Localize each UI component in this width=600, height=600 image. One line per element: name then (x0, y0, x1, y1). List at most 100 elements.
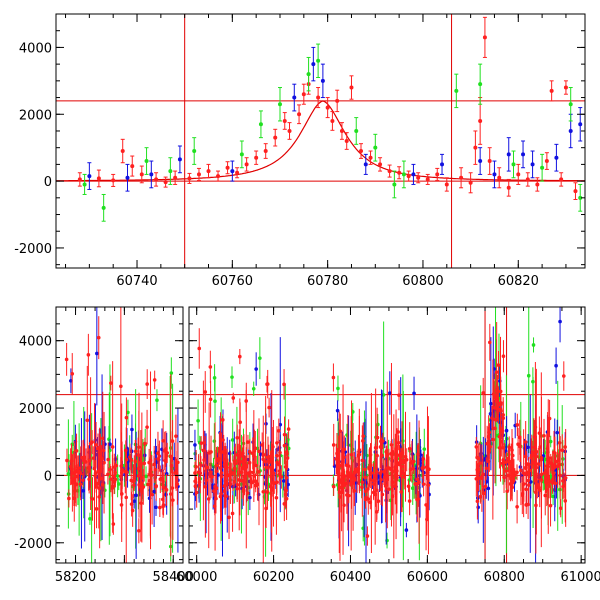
data-point (115, 474, 120, 478)
data-point (553, 481, 557, 486)
data-point (203, 390, 208, 394)
data-point (212, 504, 217, 508)
y-tick-label: 4000 (19, 335, 52, 350)
data-point (98, 455, 103, 459)
data-point (411, 172, 416, 177)
data-point (406, 174, 411, 179)
data-point (111, 178, 116, 183)
data-point (81, 478, 85, 483)
data-point (187, 176, 192, 181)
data-point (106, 457, 110, 462)
data-point (395, 469, 399, 473)
data-point (145, 425, 149, 429)
data-point (454, 88, 459, 93)
data-point (90, 440, 94, 444)
data-point (563, 85, 568, 90)
data-point (533, 461, 537, 465)
data-point (311, 62, 316, 67)
data-point (271, 481, 276, 485)
data-point (524, 487, 529, 492)
data-point (192, 149, 197, 154)
data-point (344, 463, 349, 468)
data-point (389, 442, 394, 447)
data-point (254, 367, 258, 371)
data-point (563, 445, 567, 449)
data-point (547, 456, 551, 460)
data-point (196, 418, 200, 423)
data-point (173, 471, 178, 475)
x-tick-label: 60780 (307, 274, 348, 289)
data-point (495, 389, 500, 394)
data-point (545, 446, 550, 451)
data-point (222, 484, 227, 488)
data-point (277, 469, 282, 473)
data-point (521, 152, 526, 157)
data-point (252, 474, 256, 478)
data-point (248, 474, 252, 478)
data-point (551, 494, 555, 499)
data-point (96, 176, 101, 181)
x-tick-label: 60200 (253, 570, 294, 585)
data-point (397, 170, 402, 175)
data-point (421, 465, 426, 470)
data-point (144, 159, 149, 164)
data-point (547, 416, 552, 421)
data-point (335, 408, 340, 413)
data-point (282, 118, 287, 123)
data-point (376, 422, 380, 427)
data-point (254, 463, 259, 468)
data-point (132, 499, 136, 504)
y-tick-label: 4000 (19, 41, 52, 56)
data-point (301, 92, 306, 97)
data-point (257, 469, 261, 474)
data-point (523, 440, 528, 444)
data-point (249, 480, 254, 485)
x-tick-label: 60740 (116, 274, 157, 289)
data-point (101, 482, 105, 487)
series-red (77, 16, 578, 200)
data-point (415, 497, 419, 502)
data-point (223, 493, 227, 498)
data-point (531, 379, 535, 384)
data-point (410, 459, 414, 464)
data-point (165, 451, 170, 455)
data-point (141, 485, 146, 489)
data-point (331, 443, 336, 447)
data-point (349, 85, 354, 90)
data-point (70, 371, 75, 376)
data-point (164, 471, 169, 476)
data-point (94, 443, 98, 447)
data-point (124, 415, 129, 420)
data-point (506, 152, 511, 157)
data-point (231, 396, 236, 400)
data-point (515, 423, 520, 427)
data-point (264, 465, 268, 470)
data-point (169, 463, 174, 468)
top-light-curve-panel: -2000 0 2000 4000 60740 60760 60780 60800 60820 (14, 13, 586, 289)
data-point (425, 177, 430, 182)
data-point (556, 458, 561, 463)
data-point (515, 470, 519, 475)
y-tick-label: 0 (44, 175, 52, 190)
data-point (522, 482, 526, 486)
data-point (119, 384, 123, 389)
x-tick-label: 58400 (153, 570, 194, 585)
data-point (212, 439, 217, 443)
data-point (154, 484, 158, 488)
data-point (568, 102, 573, 107)
data-point (148, 469, 153, 474)
data-point (235, 486, 239, 491)
data-point (267, 405, 271, 410)
data-point (269, 488, 274, 492)
data-point (265, 382, 270, 386)
data-point (481, 391, 486, 395)
data-point (157, 454, 162, 458)
data-point (334, 457, 339, 461)
data-point (494, 370, 499, 374)
data-point (218, 466, 223, 470)
data-point (535, 182, 540, 187)
data-point (258, 356, 262, 360)
data-point (526, 478, 531, 483)
data-point (161, 504, 165, 509)
data-point (537, 488, 542, 493)
